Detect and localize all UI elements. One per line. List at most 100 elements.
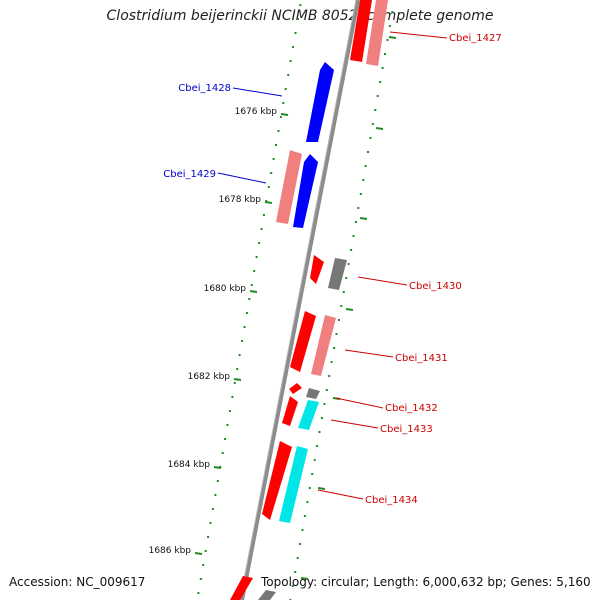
- tick-dot: [299, 543, 302, 545]
- gene-label: Cbei_1432: [385, 403, 438, 414]
- tick-dot: [241, 340, 244, 342]
- tick-dot: [199, 578, 202, 580]
- position-tick: [194, 552, 203, 555]
- tick-dot: [374, 109, 377, 111]
- tick-dot: [245, 312, 248, 314]
- tick-dot: [265, 200, 268, 202]
- tick-dot: [316, 445, 319, 447]
- tick-dot: [347, 263, 350, 265]
- position-label: 1686 kbp: [149, 546, 192, 556]
- tick-dot: [345, 277, 348, 279]
- tick-dot: [270, 172, 273, 174]
- tick-dot: [296, 557, 299, 559]
- tick-dot: [228, 410, 231, 412]
- tick-dot: [371, 123, 374, 125]
- gene-arrow: [276, 150, 302, 224]
- tick-dot: [284, 88, 287, 90]
- gene-leader-line: [335, 397, 384, 409]
- tick-dot: [352, 235, 355, 237]
- gene-arrow: [293, 154, 318, 228]
- tick-dot: [333, 347, 336, 349]
- major-tick: [375, 127, 384, 130]
- position-label: 1680 kbp: [204, 284, 247, 294]
- genome-title: Clostridium beijerinckii NCIMB 8052, com…: [106, 8, 494, 24]
- tick-dot: [320, 417, 323, 419]
- tick-dot: [253, 270, 256, 272]
- genome-summary: Topology: circular; Length: 6,000,632 bp…: [261, 575, 591, 589]
- tick-dot: [236, 368, 239, 370]
- gene-arrow: [311, 315, 336, 376]
- major-tick: [300, 577, 309, 580]
- gene-arrow: [290, 311, 316, 372]
- gene-leader-line: [357, 276, 408, 286]
- gene-arrow: [282, 396, 298, 426]
- position-tick: [264, 201, 273, 204]
- tick-dot: [369, 137, 372, 139]
- gene-arrow: [289, 383, 302, 394]
- gene-label: Cbei_1430: [409, 281, 462, 292]
- tick-dot: [306, 501, 309, 503]
- tick-dot: [267, 186, 270, 188]
- tick-dot: [367, 151, 369, 153]
- gene-label: Cbei_1433: [380, 424, 433, 435]
- genome-backbone: [240, 0, 360, 600]
- tick-dot: [303, 515, 306, 517]
- accession-label: Accession: NC_009617: [9, 575, 146, 589]
- tick-dot: [275, 144, 277, 146]
- tick-dot: [292, 46, 294, 48]
- gene-label: Cbei_1428: [178, 83, 231, 94]
- tick-dot: [282, 102, 285, 104]
- tick-dot: [342, 291, 345, 293]
- gene-label: Cbei_1434: [365, 495, 418, 506]
- gene-leader-line: [217, 172, 267, 184]
- tick-dot: [224, 438, 227, 440]
- tick-dot: [202, 564, 205, 566]
- tick-dot: [359, 193, 362, 195]
- tick-dot: [384, 53, 386, 55]
- tick-dot: [277, 130, 280, 132]
- tick-dot: [294, 571, 297, 573]
- tick-dot: [221, 452, 224, 454]
- tick-dot: [243, 326, 246, 328]
- tick-dot: [301, 529, 304, 531]
- position-label: 1676 kbp: [235, 107, 278, 117]
- tick-dot: [318, 431, 321, 433]
- tick-dot: [364, 165, 367, 167]
- genome-backbone-highlight: [239, 0, 357, 600]
- gene-leader-line: [317, 489, 364, 500]
- tick-dot: [250, 284, 253, 286]
- major-tick: [359, 217, 368, 220]
- tick-dot: [337, 319, 340, 321]
- tick-dot: [381, 67, 384, 69]
- tick-dot: [325, 389, 328, 391]
- tick-dot: [204, 550, 207, 552]
- tick-dot: [311, 473, 314, 475]
- tick-dot: [362, 179, 365, 181]
- position-tick: [233, 378, 242, 381]
- tick-dot: [211, 508, 214, 510]
- position-tick: [280, 113, 289, 116]
- gene-label: Cbei_1431: [395, 353, 448, 364]
- tick-dot: [207, 536, 210, 538]
- gene-label: Cbei_1429: [163, 169, 216, 180]
- tick-dot: [289, 60, 292, 62]
- tick-dot: [272, 158, 275, 160]
- tick-dot: [328, 375, 331, 377]
- gene-arrow: [262, 441, 292, 520]
- tick-dot: [216, 480, 219, 482]
- tick-dot: [279, 116, 282, 118]
- gene-arrow: [350, 0, 372, 62]
- tick-dot: [287, 74, 290, 76]
- gene-arrow: [298, 400, 319, 430]
- tick-dot: [294, 32, 297, 34]
- gene-arrow: [306, 388, 320, 399]
- position-tick: [249, 290, 258, 293]
- tick-dot: [357, 207, 360, 209]
- gene-leader-line: [330, 419, 379, 429]
- gene-arrow: [310, 255, 324, 284]
- tick-dot: [248, 298, 251, 300]
- tick-dot: [340, 305, 343, 307]
- major-tick: [345, 308, 354, 311]
